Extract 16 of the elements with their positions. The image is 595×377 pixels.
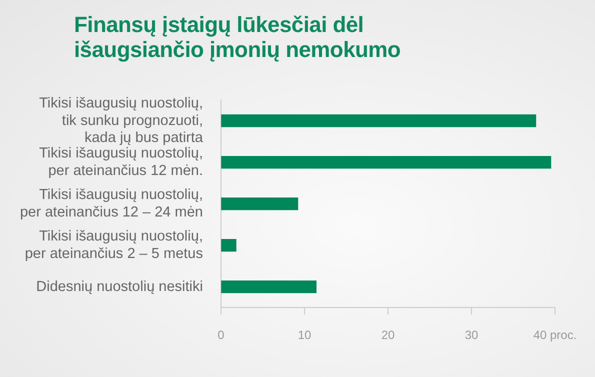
- bar: [221, 280, 317, 294]
- bar: [221, 114, 536, 128]
- bar: [221, 156, 552, 169]
- x-tick-label: 30: [464, 328, 478, 342]
- x-tick-label: 0: [218, 328, 225, 342]
- y-tick-label: Tikisi išaugusių nuostolių, tik sunku prognozuoti, kada jų bus patirta: [39, 95, 204, 146]
- y-tick-label: Tikisi išaugusių nuostolių, per ateinančius 12 mėn.: [39, 146, 203, 179]
- bar: [221, 238, 236, 252]
- x-tick-label: 10: [298, 328, 312, 342]
- y-tick-label: Tikisi išaugusių nuostolių, per ateinančius 2 – 5 metus: [24, 228, 203, 262]
- bar: [221, 197, 298, 210]
- y-tick-label: Didesnių nuostolių nesitiki: [36, 278, 203, 295]
- y-tick-label: Tikisi išaugusių nuostolių, per ateinančius 12 – 24 mėn: [20, 187, 203, 220]
- chart-title: Finansų įstaigų lūkesčiai dėl išaugsiančio įmonių nemokumo: [74, 12, 401, 62]
- x-tick-label: 40 proc.: [533, 328, 577, 342]
- x-tick-label: 20: [381, 328, 395, 342]
